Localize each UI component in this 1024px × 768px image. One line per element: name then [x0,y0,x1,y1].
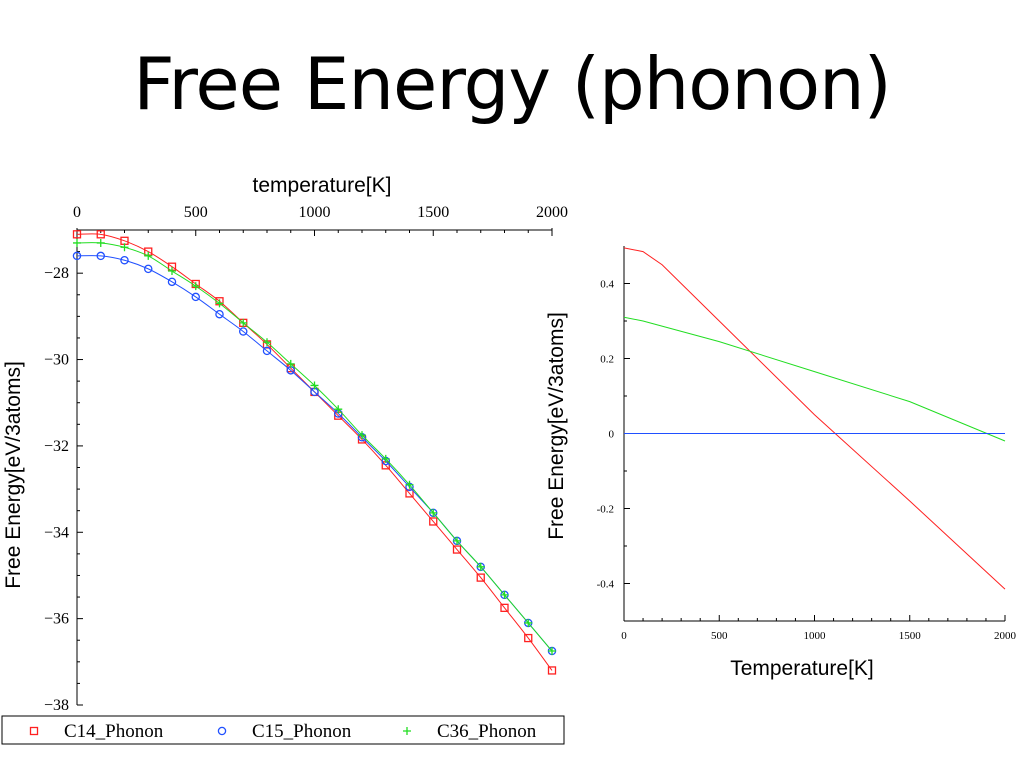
chart2-x-tick-label: 0 [621,630,627,642]
chart1-point-C15_Phonon [143,264,153,274]
legend-label-C36_Phonon: C36_Phonon [437,721,537,742]
chart2-y-tick-label: 0 [609,429,615,441]
chart1-x-tick-label: 500 [184,204,208,221]
chart1-point-C36_Phonon [453,536,461,545]
chart2-x-tick-label: 500 [711,630,728,642]
chart2-y-tick-label: 0.2 [600,354,614,366]
legend-marker-C15_Phonon [217,726,227,736]
chart1-y-tick-label: −34 [44,524,69,541]
chart1-xlabel: temperature[K] [253,174,392,197]
chart1-y-tick-label: −30 [44,352,69,369]
chart1-point-C36_Phonon [263,338,271,347]
chart1-point-C14_Phonon [524,633,533,643]
chart1-point-C15_Phonon [262,346,272,356]
chart1-point-C15_Phonon [167,277,177,287]
chart1-point-C36_Phonon [310,381,319,390]
chart2-x-tick-label: 1000 [804,630,827,642]
chart2-x-tick-label: 2000 [994,630,1017,642]
chart1-point-C36_Phonon [476,562,485,571]
chart1-point-C36_Phonon [239,318,248,327]
chart1-point-C36_Phonon [358,431,366,440]
legend-marker-C14_Phonon [29,726,39,736]
chart1-point-C14_Phonon [452,545,462,554]
chart1-point-C15_Phonon [96,251,106,261]
chart1-point-C15_Phonon [215,309,224,319]
chart2-line-1 [623,316,1006,442]
chart1-x-tick-label: 1500 [417,204,449,221]
chart1-point-C36_Phonon [334,405,343,414]
chart1-point-C36_Phonon [168,267,176,276]
chart2-xlabel: Temperature[K] [730,657,874,680]
chart1-point-C14_Phonon [476,573,485,582]
chart1-point-C15_Phonon [238,327,248,336]
chart1-point-C36_Phonon [429,508,438,517]
chart1-series-C36_Phonon [73,238,556,656]
chart1-y-tick-label: −36 [44,611,69,628]
chart1-point-C36_Phonon [286,359,295,368]
chart1-point-C36_Phonon [120,243,129,252]
legend-label-C14_Phonon: C14_Phonon [64,721,164,742]
chart1-point-C36_Phonon [73,238,81,247]
chart1-point-C15_Phonon [191,292,200,302]
chart1-point-C36_Phonon [548,647,556,656]
chart2-y-tick-label: 0.4 [600,279,614,291]
chart1-x-tick-label: 2000 [536,204,568,221]
chart2-y-tick-label: -0.4 [597,579,615,591]
legend-box [1,715,565,745]
chart1-point-C36_Phonon [405,480,414,489]
chart1-point-C36_Phonon [191,282,200,291]
chart1-point-C36_Phonon [96,238,105,247]
chart2-ylabel: Free Energy[eV/3atoms] [545,312,568,540]
chart1-y-tick-label: −32 [44,438,69,455]
chart2-y-tick-label: -0.2 [597,504,614,516]
legend-label-C15_Phonon: C15_Phonon [252,721,352,742]
chart1-point-C14_Phonon [547,666,557,675]
chart1-y-tick-label: −38 [44,697,69,714]
slide-title: Free Energy (phonon) [133,42,892,126]
chart1-point-C36_Phonon [144,251,153,260]
chart1-point-C36_Phonon [500,590,509,599]
chart1-point-C14_Phonon [500,603,509,612]
chart1-point-C36_Phonon [381,454,390,463]
chart1-point-C15_Phonon [72,251,82,261]
chart1-point-C14_Phonon [72,230,82,239]
chart1-ylabel: Free Energy[eV/3atoms] [2,361,25,589]
chart1-point-C36_Phonon [524,618,533,627]
chart1-point-C15_Phonon [120,255,129,265]
chart2-line-0 [623,247,1006,590]
chart2-x-tick-label: 1500 [899,630,922,642]
chart1-point-C14_Phonon [96,230,105,239]
chart1-y-tick-label: −28 [44,265,69,282]
chart1-x-tick-label: 1000 [299,204,331,221]
chart1-x-tick-label: 0 [73,204,81,221]
legend-marker-C36_Phonon [403,727,411,735]
chart1-point-C14_Phonon [429,517,438,526]
chart1-point-C36_Phonon [215,299,224,308]
